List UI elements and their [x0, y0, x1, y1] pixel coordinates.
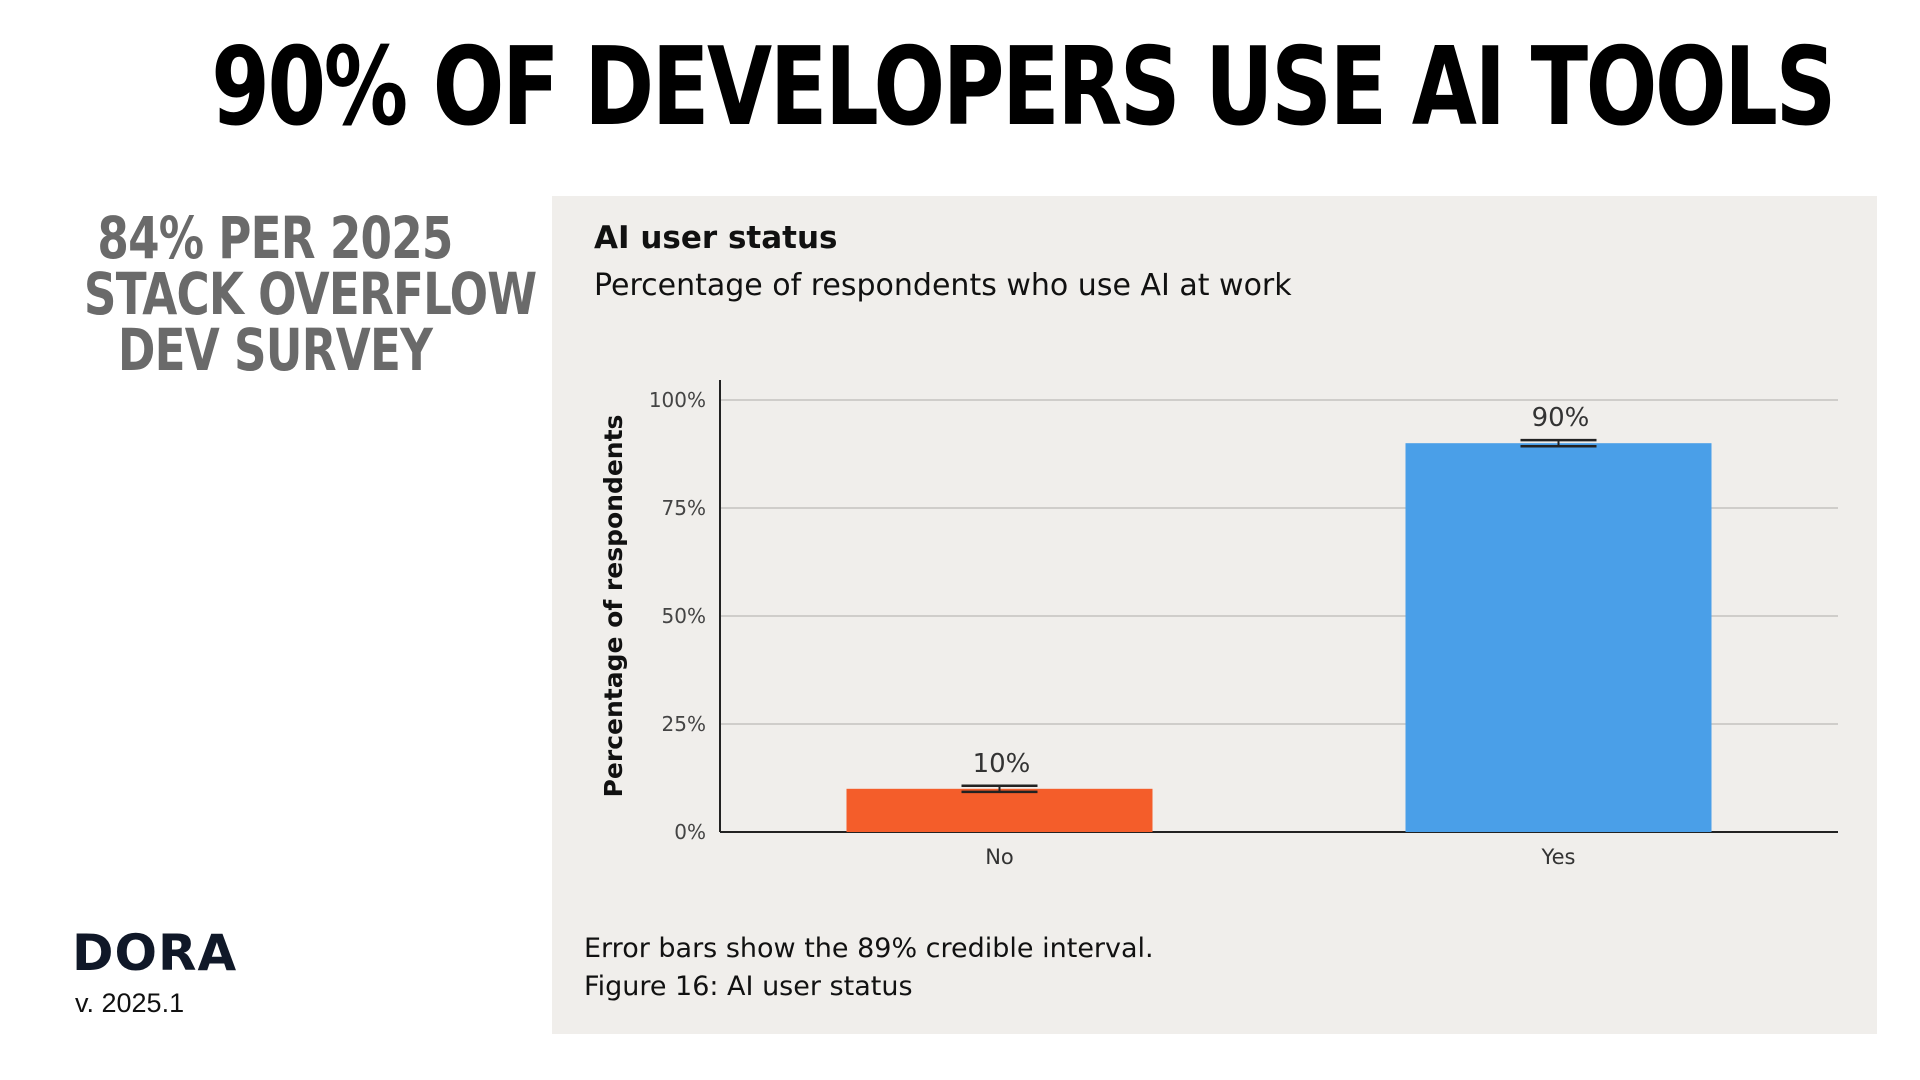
side-note-line: DEV SURVEY [117, 316, 433, 384]
y-tick-label: 25% [662, 712, 706, 736]
y-tick-label: 0% [674, 820, 706, 844]
side-note-line: STACK OVERFLOW [83, 260, 537, 328]
y-axis-label: Percentage of respondents [599, 415, 628, 798]
y-tick-label: 75% [662, 496, 706, 520]
footnote-credible-interval: Error bars show the 89% credible interva… [584, 933, 1154, 964]
chart-subtitle: Percentage of respondents who use AI at … [594, 268, 1292, 303]
data-label-yes: 90% [1532, 403, 1590, 433]
chart-title: AI user status [594, 220, 838, 256]
figure-caption: Figure 16: AI user status [584, 971, 913, 1002]
side-note: 84% PER 2025 STACK OVERFLOW DEV SURVEY [30, 204, 537, 384]
chart-panel: AI user status Percentage of respondents… [552, 196, 1877, 1034]
headline: 90% OF DEVELOPERS USE AI TOOLS [211, 25, 1836, 150]
bar-chart: 0% 25% 50% 75% 100% Percentage of respondents… [599, 380, 1838, 869]
x-tick-label: Yes [1541, 845, 1576, 869]
side-note-line: 84% PER 2025 [97, 204, 453, 272]
chart-footnote: Error bars show the 89% credible interva… [584, 930, 1154, 1006]
bar-no [846, 788, 1153, 832]
x-tick-label: No [985, 845, 1014, 869]
dora-logo: DORA [72, 924, 238, 982]
data-label-no: 10% [973, 749, 1031, 779]
bar-yes [1405, 443, 1712, 832]
y-tick-label: 50% [662, 604, 706, 628]
y-tick-label: 100% [649, 388, 706, 412]
version-label: v. 2025.1 [75, 988, 185, 1018]
